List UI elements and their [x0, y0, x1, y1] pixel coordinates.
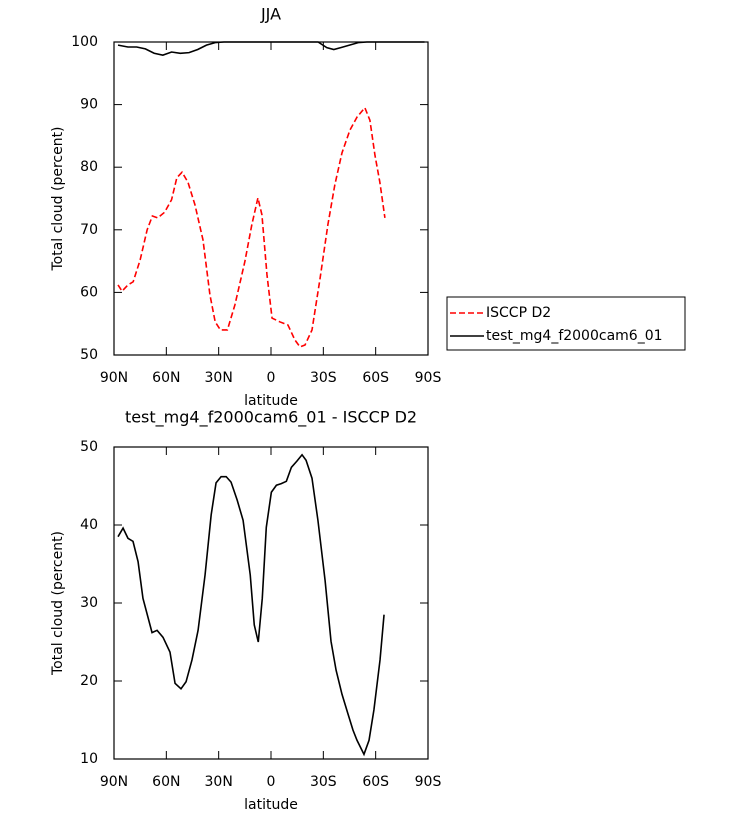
x-tick-label: 30N: [205, 774, 233, 790]
y-axis-label: Total cloud (percent): [50, 531, 66, 676]
x-tick-label: 0: [267, 370, 276, 386]
x-tick-label: 30S: [310, 370, 337, 386]
x-tick-label: 90N: [100, 370, 128, 386]
x-tick-label: 90S: [415, 370, 442, 386]
y-tick-label: 70: [80, 222, 98, 238]
y-tick-label: 100: [71, 34, 98, 50]
x-tick-label: 30N: [205, 370, 233, 386]
x-tick-label: 90N: [100, 774, 128, 790]
legend-box: [446, 296, 686, 351]
y-tick-label: 10: [80, 751, 98, 767]
data-line: [117, 106, 386, 348]
chart-title: JJA: [260, 5, 281, 24]
y-axis-label: Total cloud (percent): [50, 126, 66, 271]
x-tick-label: 60N: [152, 774, 180, 790]
legend-label: ISCCP D2: [486, 305, 551, 321]
data-line: [117, 41, 425, 56]
legend-label: test_mg4_f2000cam6_01: [486, 328, 663, 344]
y-tick-label: 80: [80, 159, 98, 175]
y-tick-label: 90: [80, 97, 98, 113]
x-tick-label: 90S: [415, 774, 442, 790]
x-axis-label: latitude: [244, 393, 298, 409]
y-tick-label: 40: [80, 517, 98, 533]
data-line: [117, 453, 385, 757]
x-tick-label: 60S: [362, 774, 389, 790]
chart-title: test_mg4_f2000cam6_01 - ISCCP D2: [125, 408, 417, 428]
x-tick-label: 0: [267, 774, 276, 790]
x-axis-label: latitude: [244, 797, 298, 813]
x-tick-label: 60S: [362, 370, 389, 386]
y-tick-label: 20: [80, 673, 98, 689]
y-tick-label: 60: [80, 284, 98, 300]
x-tick-label: 60N: [152, 370, 180, 386]
y-tick-label: 30: [80, 595, 98, 611]
y-tick-label: 50: [80, 439, 98, 455]
y-tick-label: 50: [80, 347, 98, 363]
x-tick-label: 30S: [310, 774, 337, 790]
